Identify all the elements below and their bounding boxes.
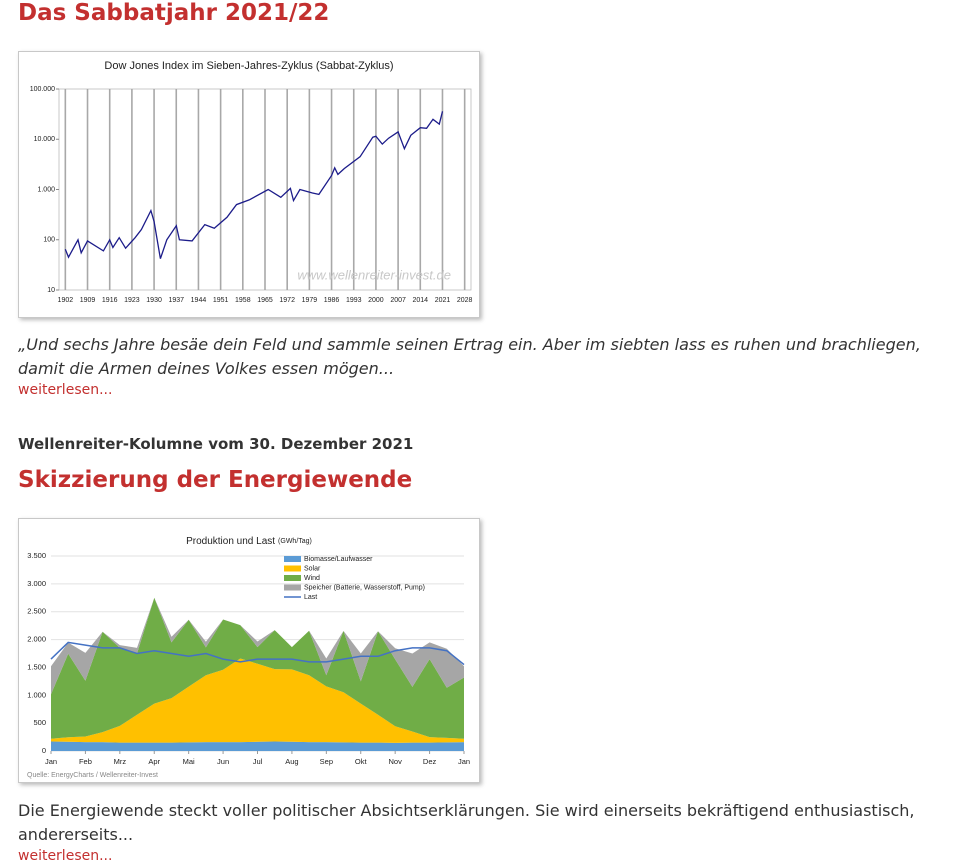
x-tick-label: Jan (45, 757, 57, 766)
y-tick-label: 2.500 (27, 607, 46, 616)
index-line (64, 111, 444, 259)
y-tick-label: 100.000 (30, 86, 55, 93)
x-tick-label: 1944 (191, 297, 207, 304)
x-tick-label: 1993 (346, 297, 362, 304)
stack-area (51, 658, 464, 743)
y-tick-label: 1.000 (37, 186, 55, 193)
x-tick-label: 2014 (413, 297, 429, 304)
legend-swatch (284, 565, 301, 572)
x-tick-label: 2028 (457, 297, 473, 304)
x-tick-label: 1951 (213, 297, 229, 304)
y-tick-label: 10.000 (34, 136, 56, 143)
y-tick-label: 3.500 (27, 551, 46, 560)
excerpt-line: damit die Armen deines Volkes essen möge… (18, 359, 395, 378)
x-tick-label: Nov (388, 757, 402, 766)
y-tick-label: 2.000 (27, 635, 46, 644)
y-tick-label: 3.000 (27, 579, 46, 588)
x-tick-label: 1930 (146, 297, 162, 304)
x-tick-label: 1972 (279, 297, 295, 304)
chart: Produktion und Last (GWh/Tag) 0 500 1.000 1.5… (27, 536, 470, 779)
stack-area (51, 597, 464, 739)
y-tick-label: 10 (47, 287, 55, 294)
legend-label: Wind (304, 575, 320, 582)
x-tick-label: Sep (320, 757, 333, 766)
chart: Dow Jones Index im Sieben-Jahres-Zyklus … (30, 60, 473, 304)
legend-label: Solar (304, 565, 321, 572)
y-tick-label: 1.500 (27, 662, 46, 671)
excerpt-line: Die Energiewende steckt voller politisch… (18, 801, 915, 820)
excerpt-line: andererseits... (18, 825, 134, 844)
stack-area (51, 597, 464, 695)
y-tick-label: 0 (42, 746, 46, 755)
x-tick-label: 2000 (368, 297, 384, 304)
subtitle-text: (GWh/Tag) (278, 538, 312, 545)
y-tick-label: 100 (43, 237, 55, 244)
x-tick-label: Okt (355, 757, 368, 766)
post-kicker: Wellenreiter-Kolumne vom 30. Dezember 20… (18, 435, 414, 453)
y-tick-label: 1.000 (27, 690, 46, 699)
read-more-link[interactable]: weiterlesen... (18, 382, 113, 398)
x-tick-label: 1916 (102, 297, 118, 304)
title-text: Produktion und Last (186, 536, 275, 547)
legend-label: Speicher (Batterie, Wasserstoff, Pump) (304, 584, 425, 591)
x-tick-label: Jan (458, 757, 470, 766)
legend-label: Last (304, 594, 317, 601)
x-tick-label: Jun (217, 757, 229, 766)
x-tick-label: Feb (79, 757, 92, 766)
excerpt-line: „Und sechs Jahre besäe dein Feld und sam… (18, 335, 921, 354)
chart-image: Dow Jones Index im Sieben-Jahres-Zyklus … (18, 51, 480, 318)
post-title[interactable]: Skizzierung der Energiewende (18, 467, 413, 493)
legend-swatch (284, 575, 301, 581)
x-tick-label: 1902 (58, 297, 74, 304)
legend-swatch (284, 556, 301, 562)
chart-image: Produktion und Last (GWh/Tag) 0 500 1.000 1.5… (18, 518, 480, 783)
x-tick-label: 1986 (324, 297, 340, 304)
stack-area (51, 741, 464, 751)
x-tick-label: 2021 (435, 297, 451, 304)
x-tick-label: 1958 (235, 297, 251, 304)
x-tick-label: 1979 (302, 297, 318, 304)
x-tick-label: Apr (148, 757, 160, 766)
legend-label: Biomasse/Laufwasser (304, 556, 373, 563)
read-more-link[interactable]: weiterlesen... (18, 848, 113, 864)
watermark: www.wellenreiter-invest.de (297, 267, 451, 282)
legend-swatch (284, 584, 301, 591)
chart-title: Dow Jones Index im Sieben-Jahres-Zyklus … (104, 60, 393, 72)
x-tick-label: Jul (253, 757, 263, 766)
x-tick-label: 1909 (80, 297, 96, 304)
x-tick-label: 1923 (124, 297, 140, 304)
x-tick-label: Dez (423, 757, 437, 766)
x-tick-label: 2007 (390, 297, 406, 304)
x-tick-label: Mai (183, 757, 195, 766)
x-tick-label: 1937 (168, 297, 184, 304)
x-tick-label: Mrz (114, 757, 127, 766)
chart-title: Produktion und Last (GWh/Tag) (186, 536, 312, 547)
y-tick-label: 500 (33, 718, 46, 727)
x-tick-label: 1965 (257, 297, 273, 304)
post-title[interactable]: Das Sabbatjahr 2021/22 (18, 0, 330, 26)
load-line (50, 641, 465, 666)
x-tick-label: Aug (285, 757, 298, 766)
source-note: Quelle: EnergyCharts / Wellenreiter-Inve… (27, 772, 158, 779)
